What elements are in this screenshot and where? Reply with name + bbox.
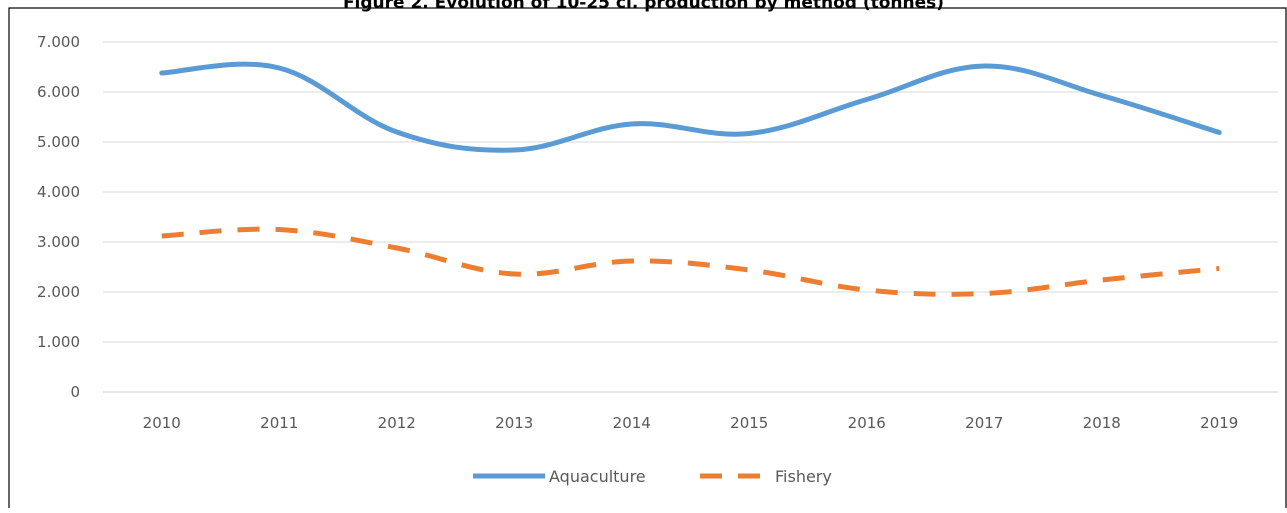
- x-tick-label: 2012: [378, 414, 416, 432]
- legend-label-fishery: Fishery: [775, 467, 832, 486]
- y-tick-label: 7.000: [37, 33, 80, 51]
- y-tick-label: 6.000: [37, 83, 80, 101]
- x-axis: 2010 2011 2012 2013 2014 2015 2016 2017 2018 2019: [143, 414, 1239, 432]
- x-tick-label: 2011: [260, 414, 298, 432]
- y-tick-label: 5.000: [37, 133, 80, 151]
- x-tick-label: 2016: [848, 414, 886, 432]
- y-tick-label: 4.000: [37, 183, 80, 201]
- y-tick-label: 0: [70, 383, 80, 401]
- gridlines: [103, 41, 1278, 393]
- series-lines: [159, 61, 1222, 297]
- legend-label-aquaculture: Aquaculture: [549, 467, 646, 486]
- y-tick-label: 2.000: [37, 283, 80, 301]
- chart-title: Figure 2. Evolution of 10-25 cl. product…: [342, 0, 945, 13]
- x-tick-label: 2010: [143, 414, 181, 432]
- x-tick-label: 2013: [495, 414, 533, 432]
- x-tick-label: 2017: [965, 414, 1003, 432]
- x-tick-label: 2014: [613, 414, 651, 432]
- chart-border: [8, 7, 1287, 513]
- x-tick-label: 2015: [730, 414, 768, 432]
- y-tick-label: 1.000: [37, 333, 80, 351]
- y-axis: 0 1.000 2.000 3.000 4.000 5.000 6.000 7.000: [37, 33, 80, 401]
- x-tick-label: 2018: [1083, 414, 1121, 432]
- series-line-aquaculture: [159, 61, 1222, 153]
- x-tick-label: 2019: [1200, 414, 1238, 432]
- y-tick-label: 3.000: [37, 233, 80, 251]
- legend: Aquaculture Fishery: [473, 467, 832, 486]
- series-line-fishery: [161, 226, 1220, 297]
